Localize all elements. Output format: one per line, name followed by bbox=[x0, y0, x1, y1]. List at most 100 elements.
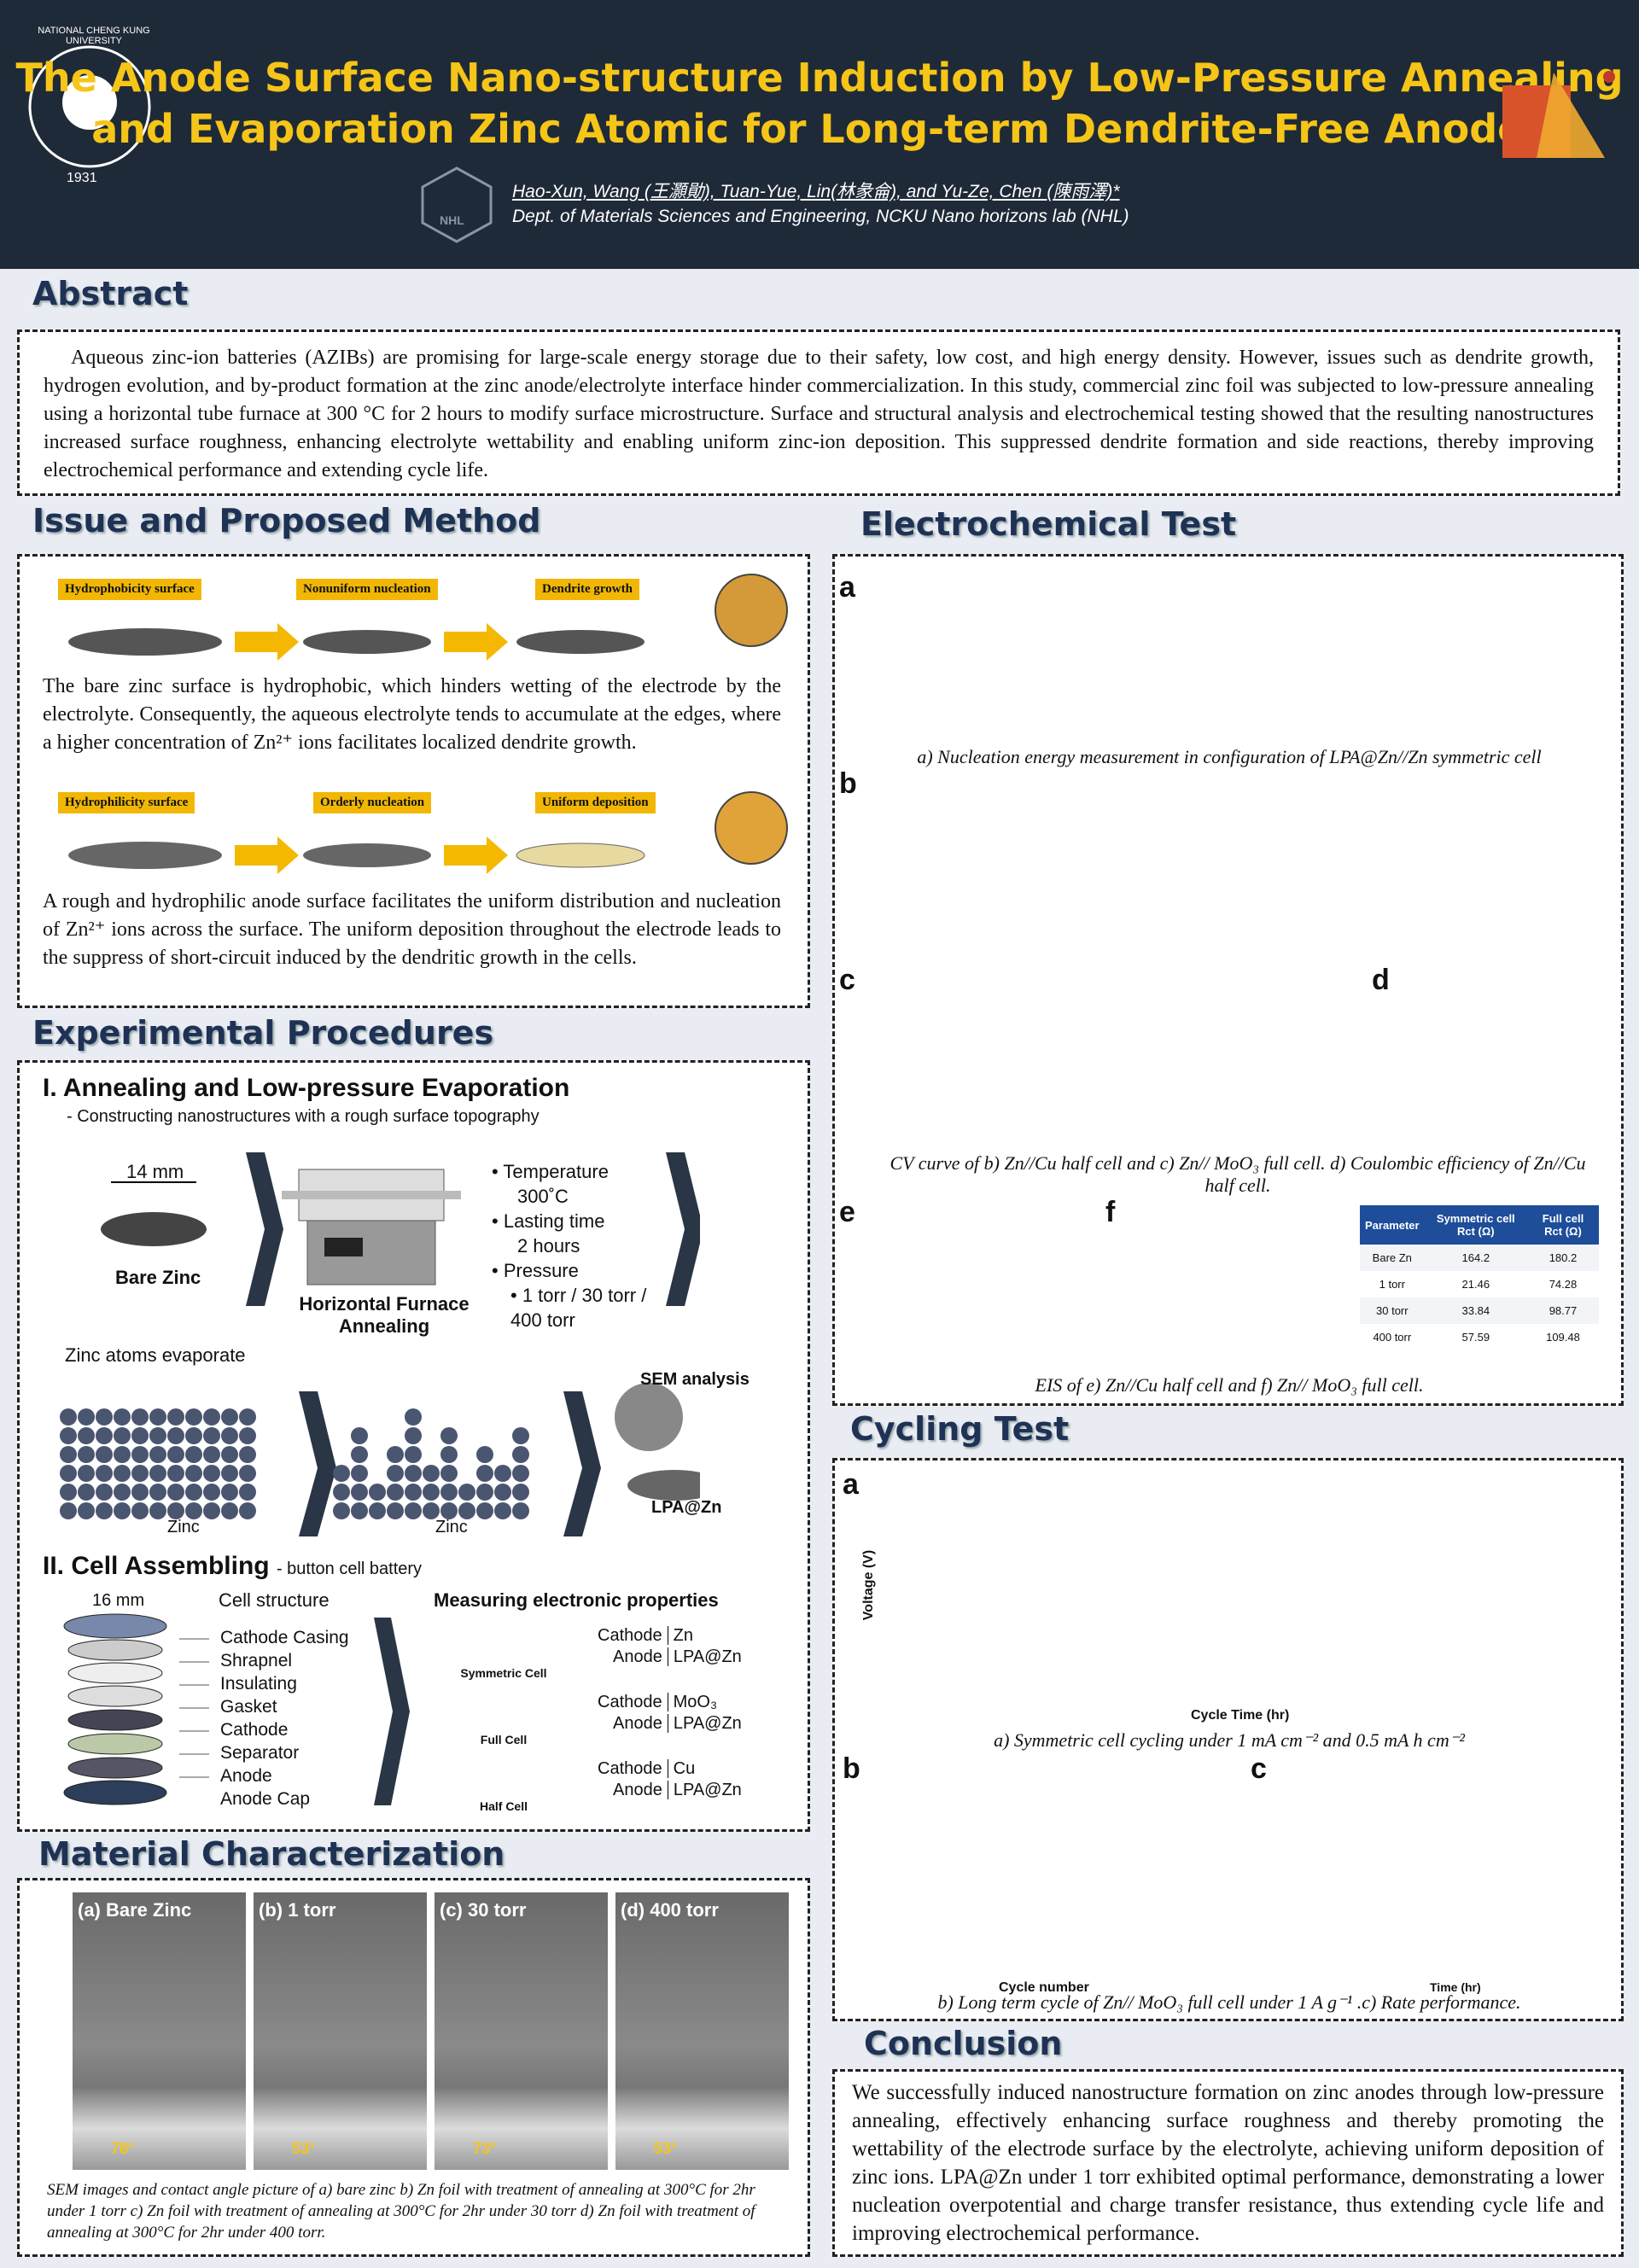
layer-label: Anode bbox=[220, 1766, 272, 1786]
atom bbox=[239, 1502, 256, 1519]
sem-panels: (a) Bare Zinc 78° (b) 1 torr 53° (c) 30 torr… bbox=[73, 1892, 790, 2174]
figure-caption: CV curve of b) Zn//Cu half cell and c) Z… bbox=[889, 1152, 1586, 1196]
stage-label: Nonuniform nucleation bbox=[296, 579, 438, 600]
atom bbox=[440, 1502, 458, 1519]
panel-label: (d) 400 torr bbox=[621, 1899, 719, 1921]
cell-material: LPA@Zn bbox=[673, 1647, 742, 1666]
contact-angle: 78° bbox=[111, 2140, 135, 2157]
contact-angle: 73° bbox=[473, 2140, 497, 2157]
atom bbox=[167, 1446, 184, 1463]
panel-label: (b) 1 torr bbox=[259, 1899, 336, 1921]
atom bbox=[60, 1502, 77, 1519]
axis-title: Cycle number bbox=[999, 1980, 1089, 1995]
cycling-figures: a b c Cycle Time (hr) Voltage (V) Cycle numbe… bbox=[832, 1458, 1624, 2021]
atom bbox=[440, 1465, 458, 1482]
condition-value: • 1 torr / 30 torr / 400 torr bbox=[510, 1285, 647, 1331]
atom bbox=[149, 1465, 166, 1482]
section-heading: Experimental Procedures bbox=[32, 1014, 494, 1052]
sem-panel: (a) Bare Zinc 78° bbox=[73, 1892, 246, 2170]
atom bbox=[185, 1502, 202, 1519]
section-heading: Issue and Proposed Method bbox=[32, 502, 541, 539]
atom bbox=[203, 1446, 220, 1463]
atom bbox=[512, 1446, 529, 1463]
section-heading: Cycling Test bbox=[850, 1410, 1070, 1448]
stage-label: Orderly nucleation bbox=[313, 792, 432, 813]
section-heading: Abstract bbox=[32, 275, 189, 312]
atom bbox=[494, 1502, 511, 1519]
subheading: II. Cell Assembling - button cell batter… bbox=[43, 1552, 422, 1581]
cell-row: Cathode MoO₃ bbox=[598, 1693, 717, 1712]
atom bbox=[60, 1465, 77, 1482]
atom bbox=[96, 1465, 113, 1482]
atom bbox=[167, 1427, 184, 1444]
subheading: I. Annealing and Low-pressure Evaporatio… bbox=[43, 1074, 570, 1102]
atom bbox=[387, 1446, 404, 1463]
contact-angle: 53° bbox=[292, 2140, 316, 2157]
cell-role: Cathode bbox=[598, 1759, 662, 1778]
section-heading: Conclusion bbox=[864, 2025, 1063, 2062]
method-text: A rough and hydrophilic anode surface fa… bbox=[43, 890, 781, 969]
atom bbox=[476, 1446, 493, 1463]
atom bbox=[131, 1427, 149, 1444]
atom bbox=[78, 1502, 95, 1519]
atom bbox=[131, 1465, 149, 1482]
layer-label: Anode Cap bbox=[220, 1789, 311, 1809]
header bbox=[0, 0, 1639, 269]
atom bbox=[423, 1502, 440, 1519]
atom bbox=[149, 1502, 166, 1519]
atom bbox=[405, 1465, 422, 1482]
cell-role: Anode bbox=[613, 1714, 662, 1733]
atom bbox=[440, 1427, 458, 1444]
atom bbox=[387, 1502, 404, 1519]
cell-row: Cathode Zn bbox=[598, 1626, 693, 1646]
atom bbox=[221, 1427, 238, 1444]
axis-title: Time (hr) bbox=[1430, 1980, 1481, 1994]
table-row: 1 torr 21.46 74.28 bbox=[1360, 1271, 1599, 1297]
atom bbox=[476, 1484, 493, 1501]
product-label: LPA@Zn bbox=[651, 1498, 722, 1517]
atom bbox=[239, 1446, 256, 1463]
sem-panel: (c) 30 torr 73° bbox=[435, 1892, 608, 2170]
atom bbox=[114, 1465, 131, 1482]
panel-letter: e bbox=[839, 1196, 855, 1228]
university-logo bbox=[28, 45, 151, 168]
subheading-note: - Constructing nanostructures with a rou… bbox=[67, 1107, 540, 1126]
atom bbox=[351, 1446, 368, 1463]
atom bbox=[494, 1465, 511, 1482]
atom bbox=[239, 1484, 256, 1501]
atom bbox=[203, 1484, 220, 1501]
furnace-label: Horizontal Furnace Annealing bbox=[299, 1293, 470, 1337]
atom bbox=[114, 1427, 131, 1444]
table-header: Parameter bbox=[1360, 1205, 1425, 1245]
atom bbox=[333, 1484, 350, 1501]
layer-label: Shrapnel bbox=[220, 1651, 293, 1670]
atom bbox=[114, 1502, 131, 1519]
table-row: 400 torr 57.59 109.48 bbox=[1360, 1324, 1599, 1350]
atom bbox=[351, 1484, 368, 1501]
cell-name: Full Cell bbox=[480, 1733, 528, 1746]
issue-illustration bbox=[68, 574, 788, 661]
cell-role: Anode bbox=[613, 1781, 662, 1799]
table-header-row: Parameter Symmetric cell Rct (Ω) Full cell… bbox=[1360, 1205, 1599, 1245]
layer-list: Cathode Casing Shrapnel Insulating Gasket Ca… bbox=[220, 1626, 349, 1810]
cell-name: Symmetric Cell bbox=[460, 1666, 547, 1680]
table-cell: 98.77 bbox=[1526, 1297, 1599, 1324]
panel-letter: a bbox=[839, 571, 855, 603]
atom bbox=[131, 1484, 149, 1501]
atom bbox=[369, 1502, 386, 1519]
atom bbox=[387, 1484, 404, 1501]
cell-material: Zn bbox=[673, 1626, 693, 1645]
atom bbox=[221, 1446, 238, 1463]
atom bbox=[203, 1408, 220, 1426]
cell-role: Anode bbox=[613, 1647, 662, 1666]
atom bbox=[512, 1427, 529, 1444]
eis-table: Parameter Symmetric cell Rct (Ω) Full cell… bbox=[1360, 1205, 1599, 1350]
cell-types: Symmetric Cell Cathode Zn Anode LPA@Zn Full C… bbox=[444, 1622, 802, 1827]
lab-name: NHL bbox=[440, 213, 464, 227]
atom bbox=[149, 1427, 166, 1444]
condition: • Pressure bbox=[492, 1260, 579, 1281]
procedure-illustration bbox=[101, 1152, 700, 1536]
atom bbox=[149, 1408, 166, 1426]
atom bbox=[96, 1427, 113, 1444]
